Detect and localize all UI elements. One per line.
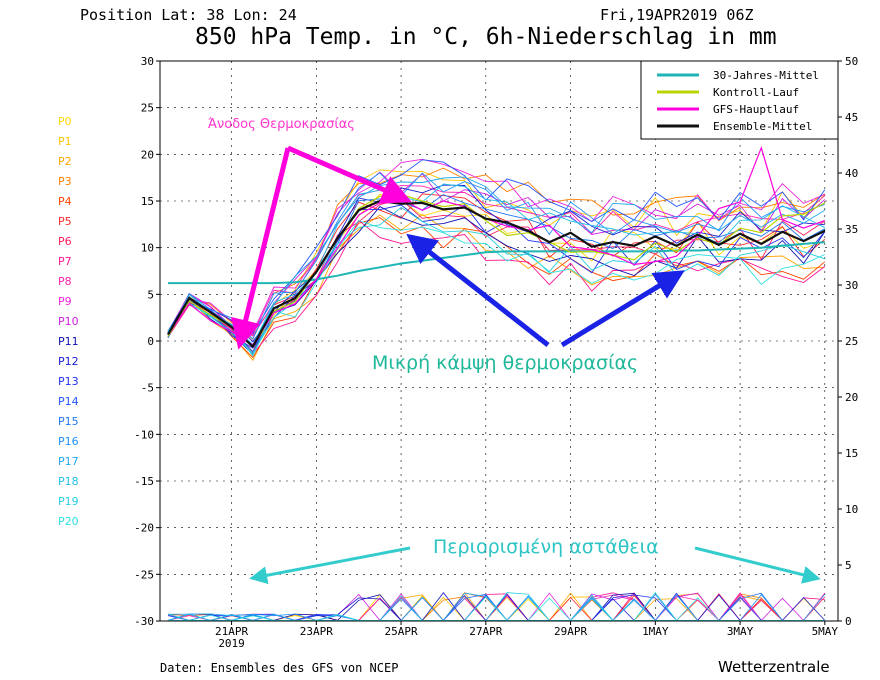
y-left-tick-label: 30 [141, 55, 154, 68]
series-line-30-jahres-mittel [168, 241, 825, 285]
axis-ticks: 302520151050-5-10-15-20-25-3050454035302… [134, 55, 858, 650]
run-date: Fri,19APR2019 06Z [600, 6, 754, 24]
position-label: Position Lat: 38 Lon: 24 [80, 6, 297, 24]
member-line-p15 [167, 194, 826, 353]
arrow-dip-right [560, 270, 685, 348]
member-label-p16: P16 [58, 435, 79, 448]
legend: 30-Jahres-Mittel Kontroll-Lauf GFS-Hauptla… [640, 60, 839, 140]
member-label-p8: P8 [58, 275, 72, 288]
y-right-tick-label: 25 [845, 335, 858, 348]
series-line-ensemble-mittel [167, 199, 826, 349]
x-tick-label: 29APR [554, 625, 587, 638]
legend-label: Ensemble-Mittel [713, 120, 812, 133]
member-label-p10: P10 [58, 315, 79, 328]
y-right-tick-label: 10 [845, 503, 858, 516]
y-right-tick-label: 20 [845, 391, 858, 404]
x-tick-label: 23APR [300, 625, 333, 638]
y-left-tick-label: 25 [141, 102, 154, 115]
brand-label: Wetterzentrale [718, 658, 830, 676]
member-label-p14: P14 [58, 395, 79, 408]
member-label-p12: P12 [58, 355, 79, 368]
data-source: Daten: Ensembles des GFS von NCEP [160, 661, 399, 675]
y-left-tick-label: 0 [147, 335, 154, 348]
y-right-tick-label: 0 [845, 615, 852, 628]
annotation-temperature-rise: Άνοδος Θερμοκρασίας [208, 117, 355, 132]
y-left-tick-label: 10 [141, 242, 154, 255]
legend-label: GFS-Hauptlauf [713, 103, 799, 116]
member-label-p17: P17 [58, 455, 79, 468]
member-line-p18 [167, 183, 826, 346]
x-tick-sublabel: 2019 [218, 637, 245, 650]
member-line-p3 [167, 167, 826, 341]
precip-line-p20 [168, 591, 825, 622]
y-left-tick-label: -20 [134, 522, 154, 535]
series-lines [167, 145, 826, 349]
x-tick-label: 1MAY [642, 625, 669, 638]
member-label-p13: P13 [58, 375, 79, 388]
x-tick-label: 21APR [215, 625, 248, 638]
member-label-p7: P7 [58, 255, 72, 268]
member-label-p4: P4 [58, 195, 72, 208]
legend-label: 30-Jahres-Mittel [713, 69, 819, 82]
arrow-instability-right [694, 546, 821, 584]
member-label-p11: P11 [58, 335, 79, 348]
annotation-temperature-dip: Μικρή κάμψη θερμοκρασίας [372, 352, 639, 374]
member-label-p1: P1 [58, 135, 72, 148]
member-label-p5: P5 [58, 215, 72, 228]
y-right-tick-label: 35 [845, 223, 858, 236]
arrow-rise-down [231, 147, 291, 350]
x-tick-label: 3MAY [727, 625, 754, 638]
member-line-p14 [167, 159, 826, 338]
arrow-dip-left [406, 233, 550, 347]
annotation-arrows [231, 145, 821, 585]
member-label-p9: P9 [58, 295, 72, 308]
member-line-p19 [167, 206, 825, 355]
legend-label: Kontroll-Lauf [713, 86, 799, 99]
member-line-p8 [167, 185, 826, 335]
y-right-tick-label: 5 [845, 559, 852, 572]
member-label-p0: P0 [58, 115, 72, 128]
member-line-p7 [167, 219, 826, 355]
member-label-p19: P19 [58, 495, 79, 508]
member-label-p20: P20 [58, 515, 79, 528]
y-right-tick-label: 30 [845, 279, 858, 292]
y-right-tick-label: 15 [845, 447, 858, 460]
arrow-instability-left [249, 546, 411, 585]
x-tick-label: 25APR [385, 625, 418, 638]
y-left-tick-label: 5 [147, 288, 154, 301]
arrow-rise-right [287, 145, 412, 204]
y-left-tick-label: -30 [134, 615, 154, 628]
y-left-tick-label: -10 [134, 428, 154, 441]
y-left-tick-label: -5 [141, 382, 154, 395]
y-right-tick-label: 50 [845, 55, 858, 68]
y-left-tick-label: 20 [141, 148, 154, 161]
member-label-p18: P18 [58, 475, 79, 488]
chart-title: 850 hPa Temp. in °C, 6h-Niederschlag in … [195, 24, 777, 50]
ensemble-members [167, 158, 826, 362]
member-list: P0 P1 P2 P3 P4 P5 P6 P7 P8 P9 P10 P11 P12 P13 P14 P15 P1… [58, 112, 79, 532]
precipitation-bars [167, 591, 826, 622]
series-line-gfs-hauptlauf [167, 145, 826, 346]
x-tick-label: 5MAY [812, 625, 839, 638]
member-label-p6: P6 [58, 235, 72, 248]
y-left-tick-label: -15 [134, 475, 154, 488]
member-label-p2: P2 [58, 155, 72, 168]
x-tick-label: 27APR [469, 625, 502, 638]
member-line-p12 [167, 184, 825, 343]
member-line-p13 [167, 204, 826, 349]
y-right-tick-label: 40 [845, 167, 858, 180]
member-label-p3: P3 [58, 175, 72, 188]
y-right-tick-label: 45 [845, 111, 858, 124]
annotation-limited-instability: Περιορισμένη αστάθεια [433, 536, 659, 558]
member-line-p17 [167, 176, 826, 346]
member-label-p15: P15 [58, 415, 79, 428]
y-left-tick-label: -25 [134, 568, 154, 581]
y-left-tick-label: 15 [141, 195, 154, 208]
